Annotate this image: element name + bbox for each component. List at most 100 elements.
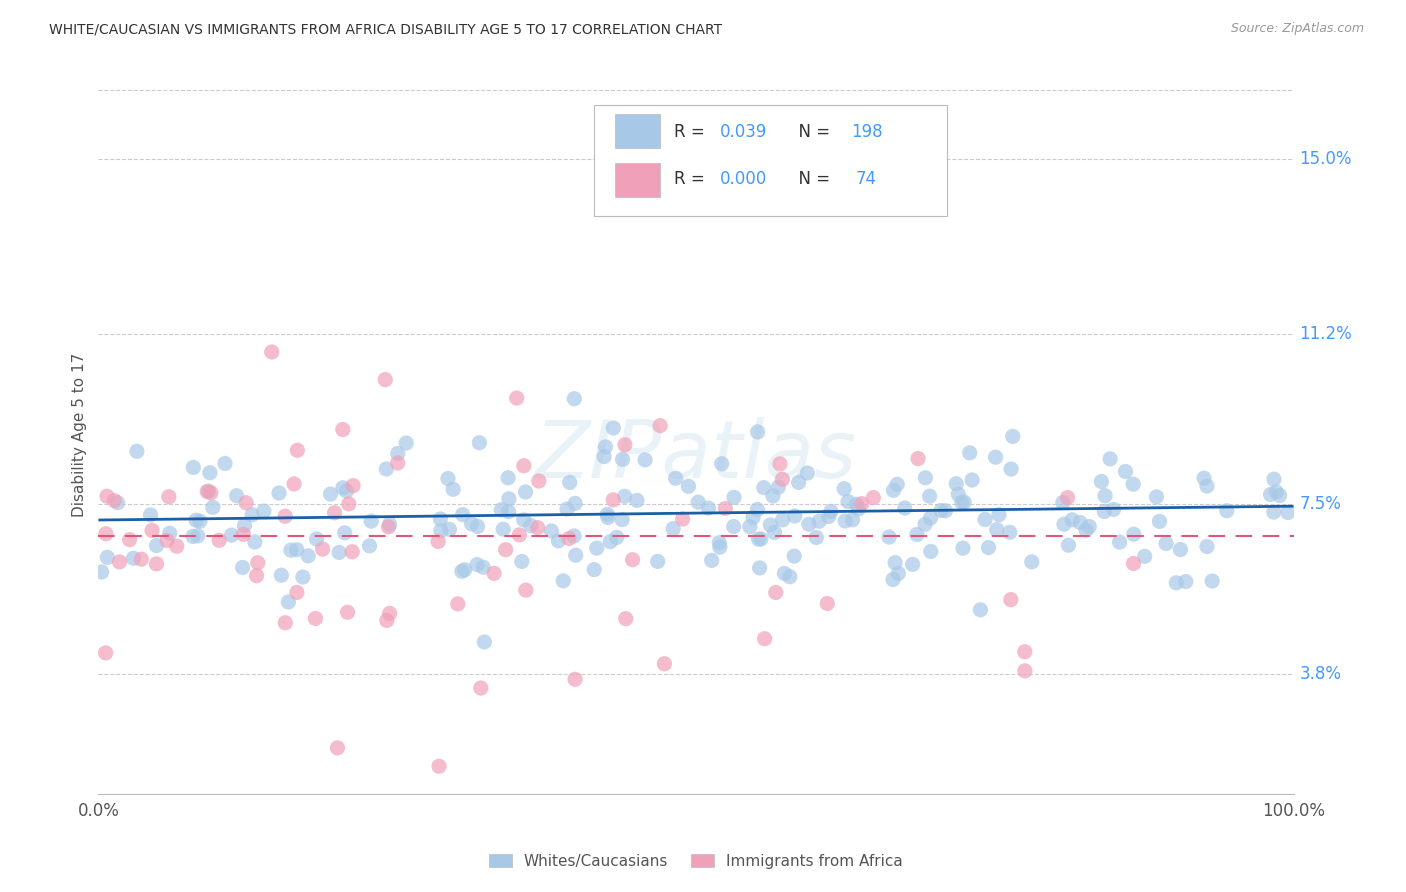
Point	[291, 570, 314, 584]
Point	[328, 545, 350, 559]
Point	[564, 496, 586, 510]
Point	[233, 518, 256, 533]
Point	[920, 544, 942, 558]
Point	[285, 542, 308, 557]
Point	[884, 556, 907, 570]
Point	[714, 501, 737, 516]
Point	[1170, 542, 1192, 557]
Point	[451, 564, 474, 578]
Point	[747, 425, 769, 439]
Point	[323, 506, 346, 520]
Point	[470, 681, 492, 695]
Point	[285, 585, 308, 599]
Point	[914, 471, 936, 485]
Text: 74: 74	[856, 170, 877, 188]
Point	[834, 514, 856, 528]
Point	[969, 603, 991, 617]
Point	[709, 540, 731, 554]
Point	[610, 513, 633, 527]
Point	[945, 476, 967, 491]
Point	[808, 514, 831, 528]
Point	[773, 566, 796, 581]
Point	[562, 392, 585, 406]
Point	[491, 502, 513, 516]
Point	[1174, 574, 1197, 589]
Point	[246, 556, 269, 570]
Point	[427, 534, 450, 549]
Point	[187, 529, 209, 543]
Point	[665, 471, 688, 485]
Point	[232, 560, 254, 574]
Point	[277, 595, 299, 609]
Point	[1166, 575, 1188, 590]
Point	[748, 532, 770, 546]
Point	[498, 491, 520, 506]
Point	[769, 457, 792, 471]
Point	[430, 524, 453, 538]
Point	[375, 614, 398, 628]
Point	[984, 450, 1007, 465]
Point	[960, 473, 983, 487]
Point	[96, 489, 118, 503]
Point	[1078, 519, 1101, 533]
Point	[862, 491, 884, 505]
Point	[558, 475, 581, 490]
Text: 0.000: 0.000	[720, 170, 768, 188]
Point	[953, 495, 976, 509]
Point	[274, 615, 297, 630]
Point	[738, 519, 761, 533]
Text: N =: N =	[787, 122, 835, 141]
Point	[1154, 536, 1177, 550]
FancyBboxPatch shape	[614, 163, 661, 196]
Point	[770, 472, 793, 486]
Point	[465, 558, 488, 572]
Point	[235, 496, 257, 510]
Point	[817, 509, 839, 524]
Point	[232, 527, 254, 541]
Point	[612, 452, 634, 467]
Point	[562, 529, 585, 543]
Point	[1192, 471, 1215, 485]
Point	[1014, 664, 1036, 678]
Point	[337, 497, 360, 511]
Point	[547, 533, 569, 548]
Point	[283, 477, 305, 491]
Point	[1122, 527, 1144, 541]
Point	[914, 517, 936, 532]
Point	[515, 485, 537, 500]
Point	[1195, 479, 1218, 493]
Point	[907, 451, 929, 466]
Point	[540, 524, 562, 538]
Point	[596, 510, 619, 524]
Point	[754, 632, 776, 646]
Point	[1069, 516, 1091, 530]
Point	[108, 555, 131, 569]
Point	[1099, 451, 1122, 466]
Point	[806, 531, 828, 545]
Point	[208, 533, 231, 548]
Point	[139, 508, 162, 522]
Point	[453, 563, 475, 577]
Point	[662, 522, 685, 536]
Point	[492, 522, 515, 536]
Point	[513, 458, 536, 473]
Point	[783, 508, 806, 523]
Point	[654, 657, 676, 671]
Point	[950, 495, 973, 509]
Point	[998, 525, 1021, 540]
Point	[1263, 505, 1285, 519]
Point	[145, 539, 167, 553]
Point	[772, 513, 794, 527]
Point	[495, 542, 517, 557]
Point	[1090, 475, 1112, 489]
Point	[974, 512, 997, 526]
Point	[749, 532, 772, 546]
Point	[253, 504, 276, 518]
Point	[186, 513, 208, 527]
Point	[948, 487, 970, 501]
Point	[181, 460, 204, 475]
Point	[796, 466, 818, 480]
Point	[270, 568, 292, 582]
Text: ZIPatlas: ZIPatlas	[534, 417, 858, 495]
Point	[779, 570, 801, 584]
